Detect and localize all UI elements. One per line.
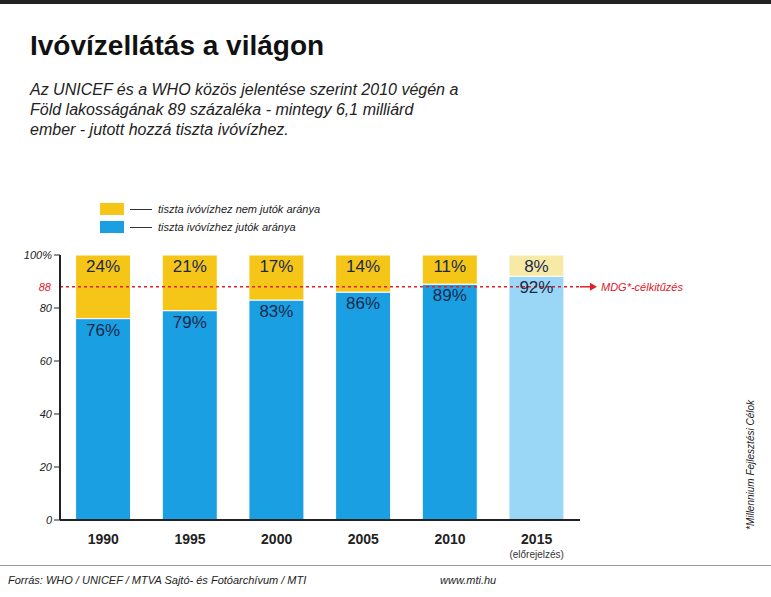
svg-text:40: 40 xyxy=(40,408,53,420)
svg-text:2010: 2010 xyxy=(434,531,465,547)
svg-text:2000: 2000 xyxy=(261,531,292,547)
svg-text:21%: 21% xyxy=(173,257,207,276)
svg-text:89%: 89% xyxy=(433,286,467,305)
svg-text:76%: 76% xyxy=(86,321,120,340)
svg-text:92%: 92% xyxy=(519,278,553,297)
svg-text:1990: 1990 xyxy=(88,531,119,547)
svg-text:88: 88 xyxy=(39,281,52,293)
svg-text:24%: 24% xyxy=(86,257,120,276)
html-text:Az UNICEF és a WHO közös jelen: Az UNICEF és a WHO közös jelentése szeri… xyxy=(30,81,459,138)
svg-text:0: 0 xyxy=(46,514,53,526)
html-text:tiszta ivóvízhez nem jutók ará: tiszta ivóvízhez nem jutók aránya xyxy=(158,203,320,215)
svg-text:8%: 8% xyxy=(524,257,549,276)
svg-text:60: 60 xyxy=(40,355,53,367)
svg-text:MDG*-célkitűzés: MDG*-célkitűzés xyxy=(601,281,683,293)
svg-text:17%: 17% xyxy=(259,257,293,276)
html-text:tiszta ivóvízhez jutók aránya: tiszta ivóvízhez jutók aránya xyxy=(158,221,296,233)
svg-text:80: 80 xyxy=(40,302,53,314)
svg-text:86%: 86% xyxy=(346,294,380,313)
html-text:www.mti.hu: www.mti.hu xyxy=(440,574,497,586)
html-text:Ivóvízellátás a világon: Ivóvízellátás a világon xyxy=(30,30,325,61)
svg-text:(előrejelzés): (előrejelzés) xyxy=(509,549,563,560)
svg-text:83%: 83% xyxy=(259,302,293,321)
svg-text:14%: 14% xyxy=(346,257,380,276)
svg-text:20: 20 xyxy=(39,461,53,473)
svg-text:79%: 79% xyxy=(173,313,207,332)
svg-text:*Millennium Fejlesztési Célok: *Millennium Fejlesztési Célok xyxy=(745,399,756,530)
svg-text:1995: 1995 xyxy=(174,531,205,547)
svg-text:11%: 11% xyxy=(433,257,466,276)
svg-text:2005: 2005 xyxy=(348,531,379,547)
svg-text:2015: 2015 xyxy=(521,531,552,547)
html-text:Forrás: WHO / UNICEF / MTVA Sa: Forrás: WHO / UNICEF / MTVA Sajtó- és Fo… xyxy=(8,574,307,586)
svg-text:100%: 100% xyxy=(24,249,52,261)
